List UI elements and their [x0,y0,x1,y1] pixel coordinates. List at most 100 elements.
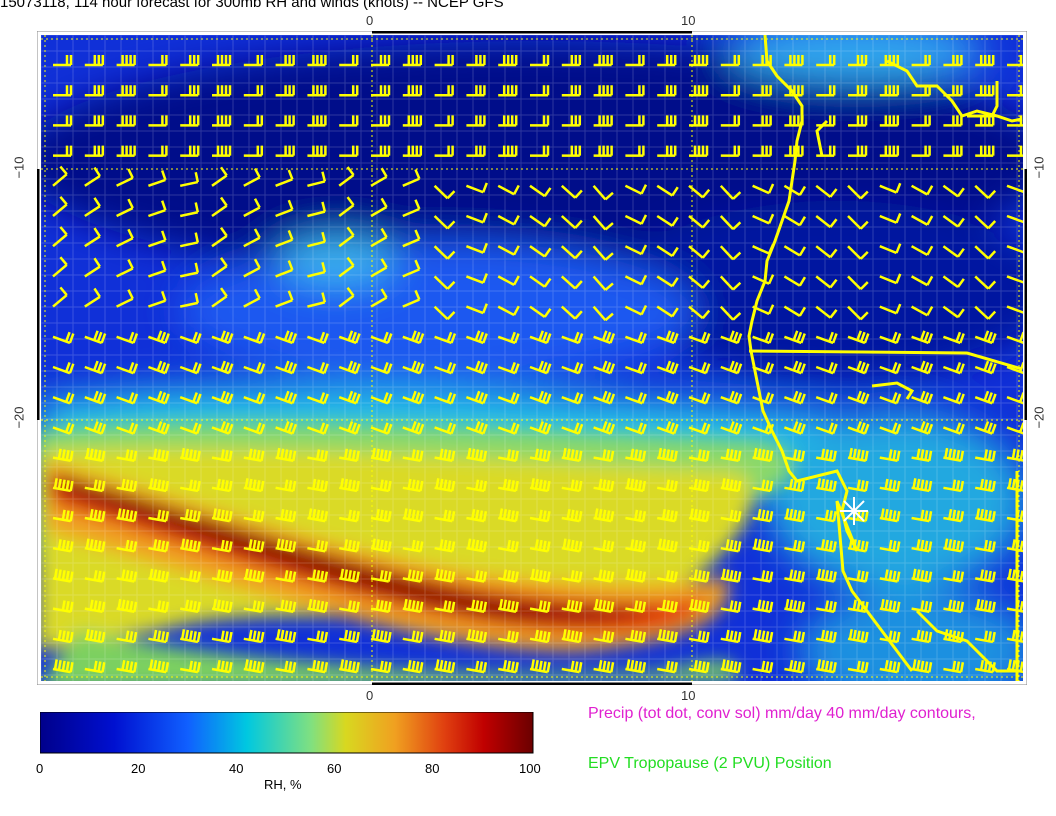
wind-barb [465,360,488,375]
wind-barb [688,184,711,199]
wind-barb [816,55,836,67]
wind-barb [147,260,167,278]
wind-barb [943,508,965,523]
wind-barb [593,330,616,345]
wind-barb [720,55,741,67]
top-tick-0: 0 [366,13,374,28]
wind-barb [338,226,355,248]
wind-barb [529,509,551,523]
wind-barb [1007,145,1023,157]
wind-barb [784,145,804,157]
wind-barb [306,422,329,435]
wind-barb [338,509,360,523]
wind-barb [688,331,711,345]
wind-barb [911,509,933,523]
wind-barb [879,182,902,194]
wind-barb [84,420,107,435]
wind-barb [307,171,327,188]
wind-barb [910,184,934,196]
wind-barb [688,659,710,674]
wind-barb [530,145,550,157]
wind-barb [497,245,520,256]
wind-barb [656,479,678,493]
wind-barb [370,197,388,218]
wind-barb [624,331,647,345]
wind-barb [879,508,901,523]
wind-barb [307,262,327,278]
wind-barb [275,145,295,157]
wind-barb [211,420,234,435]
rh-wind-map [37,31,1027,685]
wind-barb [243,228,261,248]
wind-barb [974,305,997,320]
wind-barb [720,390,743,405]
wind-barb [370,599,392,613]
wind-barb [370,447,392,462]
wind-barb [592,184,614,201]
wind-barb [84,55,105,67]
wind-barb [148,539,170,553]
wind-barb [624,214,648,226]
wind-barb [720,85,741,97]
wind-barb [116,361,139,375]
wind-barb [306,361,329,375]
wind-barb [910,305,934,317]
wind-barb [275,330,298,345]
wind-barb [243,539,265,553]
wind-barb [783,245,807,257]
wind-barb [433,215,456,230]
wind-barb [243,422,266,435]
wind-barb [243,85,264,97]
wind-barb [148,115,168,127]
wind-barb [656,538,678,553]
wind-barb [942,214,965,228]
wind-barb [243,659,265,674]
wind-barb [975,85,995,97]
wind-barb [911,478,933,493]
wind-barb [116,331,139,345]
colorbar-label-20: 20 [131,761,146,776]
wind-barb [84,660,106,674]
wind-barb [720,478,742,493]
wind-barb [688,449,710,462]
wind-barb [529,275,552,288]
wind-barb [529,568,551,583]
wind-barb [275,169,294,187]
wind-barb [243,568,265,583]
wind-barb [910,275,934,287]
wind-barb [52,478,74,493]
wind-barb [592,245,614,261]
wind-barb [720,330,743,345]
wind-barb [497,598,519,613]
wind-barb [720,568,742,583]
wind-barb [466,508,488,523]
wind-barb [211,508,233,523]
wind-barb [719,184,742,200]
wind-barb [338,390,361,405]
wind-barb [784,659,806,674]
wind-barb [370,660,392,674]
wind-barb [434,659,456,674]
wind-barb [656,570,678,583]
wind-barb [529,629,551,644]
wind-barb [593,115,613,127]
wind-barb [1006,242,1023,254]
wind-barb [147,170,167,187]
wind-barb [338,629,360,644]
wind-barb [497,275,520,286]
wind-barb [752,599,774,613]
wind-barb [847,420,870,435]
wind-barb [848,55,868,67]
wind-barb [307,292,327,308]
wind-barb [593,539,615,553]
wind-barb [752,508,774,523]
wind-barb [243,448,265,462]
wind-barb [625,539,647,553]
wind-barb [752,115,772,127]
wind-barb [52,422,75,435]
wind-barb [434,539,456,553]
wind-barb [370,392,393,405]
wind-barb [212,85,232,97]
wind-barb [307,630,329,644]
wind-barb [624,184,648,195]
